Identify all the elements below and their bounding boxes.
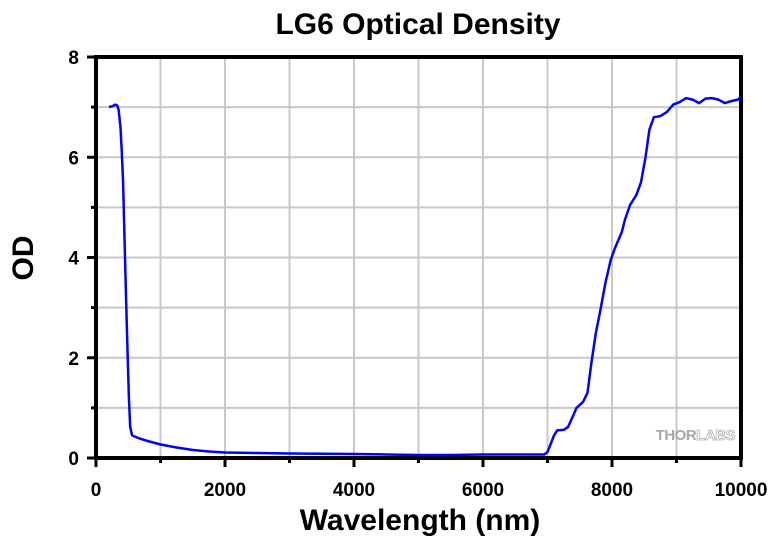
series-layer	[108, 96, 742, 457]
y-tick-label: 8	[68, 48, 79, 69]
y-tick-label: 0	[68, 449, 79, 470]
x-tick-labels: 0 2000 4000 6000 8000 10000	[91, 480, 768, 501]
y-tick-label: 2	[68, 349, 79, 370]
x-axis-label: Wavelength (nm)	[300, 504, 541, 537]
series-line-lg6	[108, 96, 742, 457]
x-tick-label: 4000	[333, 480, 375, 501]
gridlines	[96, 57, 741, 458]
thorlabs-watermark: THORLABS	[656, 427, 737, 445]
y-tick-labels: 0 2 4 6 8	[68, 48, 79, 470]
watermark-labs: LABS	[696, 427, 735, 444]
x-tick-label: 0	[91, 480, 102, 501]
x-tick-label: 2000	[204, 480, 246, 501]
y-tick-label: 6	[68, 148, 79, 169]
chart-title: LG6 Optical Density	[275, 8, 560, 41]
watermark-thor: THOR	[656, 427, 697, 444]
y-axis-label: OD	[7, 236, 40, 281]
x-tick-label: 8000	[591, 480, 633, 501]
x-tick-label: 10000	[715, 480, 768, 501]
svg-text:THORLABS: THORLABS	[656, 427, 736, 444]
axis-ticks	[87, 55, 743, 467]
x-tick-label: 6000	[462, 480, 504, 501]
y-tick-label: 4	[68, 249, 79, 270]
